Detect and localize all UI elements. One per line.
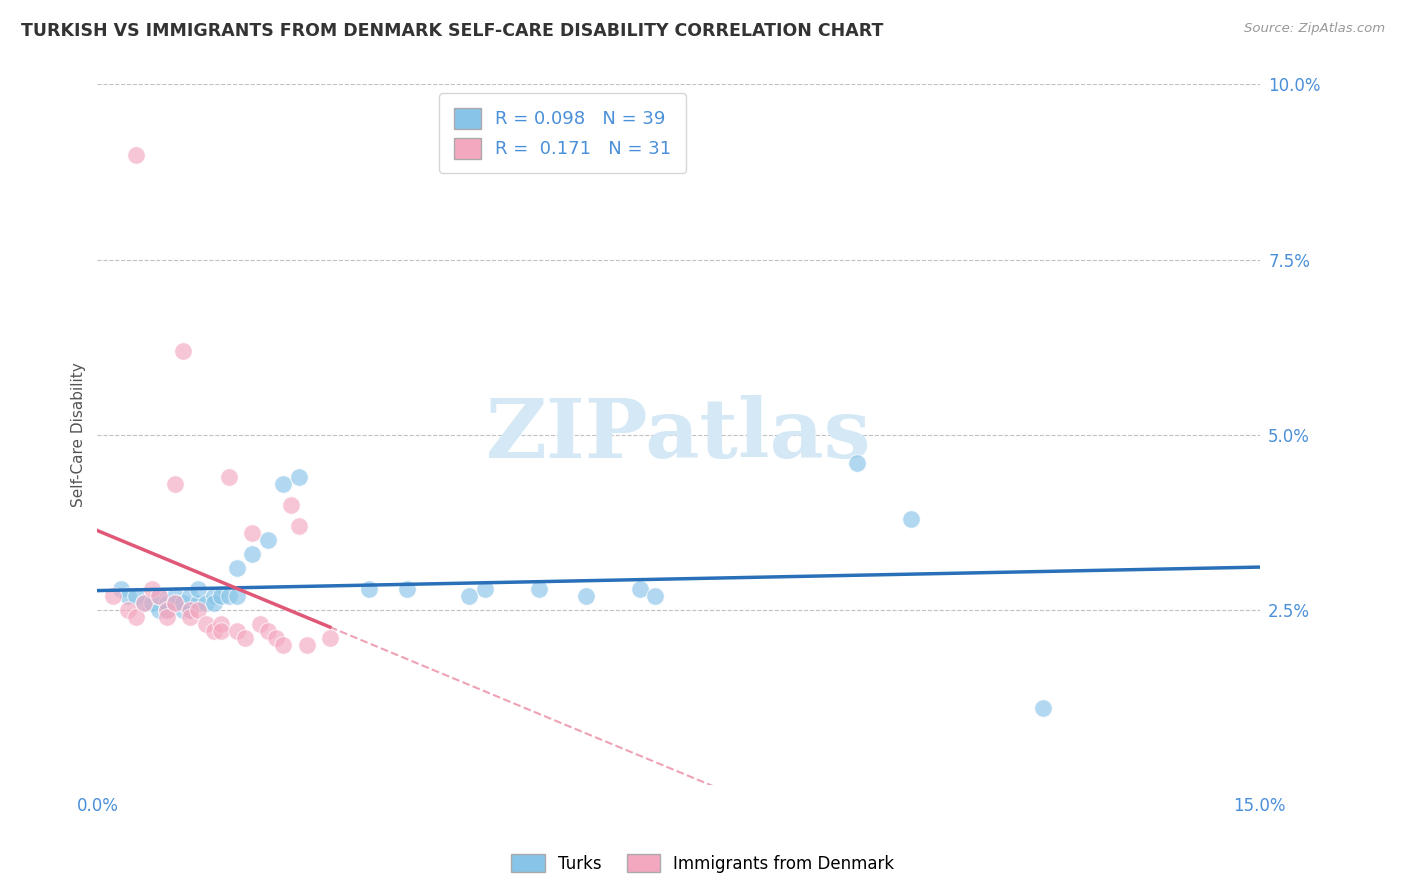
Point [240,547,263,561]
Point [249,617,271,632]
Point [148,589,170,603]
Point [141,582,163,597]
Y-axis label: Self-Care Disability: Self-Care Disability [72,362,86,508]
Point [202,589,225,603]
Point [194,596,217,610]
Legend: Turks, Immigrants from Denmark: Turks, Immigrants from Denmark [505,847,901,880]
Point [225,624,247,639]
Point [458,589,481,603]
Point [141,596,163,610]
Point [202,596,225,610]
Point [575,589,598,603]
Point [900,512,922,526]
Point [179,610,201,624]
Point [357,582,380,597]
Point [101,589,124,603]
Point [132,596,155,610]
Point [179,603,201,617]
Point [194,617,217,632]
Legend: R = 0.098   N = 39, R =  0.171   N = 31: R = 0.098 N = 39, R = 0.171 N = 31 [439,94,686,173]
Point [125,589,148,603]
Point [218,589,240,603]
Point [132,596,155,610]
Point [179,603,201,617]
Text: TURKISH VS IMMIGRANTS FROM DENMARK SELF-CARE DISABILITY CORRELATION CHART: TURKISH VS IMMIGRANTS FROM DENMARK SELF-… [21,22,883,40]
Point [644,589,666,603]
Point [125,610,148,624]
Point [845,456,868,470]
Point [209,617,232,632]
Point [172,603,194,617]
Point [273,477,295,491]
Point [187,582,209,597]
Point [628,582,651,597]
Point [288,519,311,533]
Point [163,596,186,610]
Point [148,603,170,617]
Point [156,610,179,624]
Point [163,596,186,610]
Point [264,632,287,646]
Point [218,470,240,484]
Point [110,582,132,597]
Point [209,624,232,639]
Point [125,147,148,161]
Point [117,589,139,603]
Point [225,561,247,575]
Point [156,596,179,610]
Point [179,589,201,603]
Point [209,589,232,603]
Point [1032,701,1054,715]
Point [163,477,186,491]
Text: ZIPatlas: ZIPatlas [486,395,872,475]
Point [156,603,179,617]
Point [295,638,318,652]
Point [202,624,225,639]
Point [172,343,194,358]
Point [148,589,170,603]
Point [240,526,263,541]
Point [117,603,139,617]
Point [474,582,496,597]
Text: Source: ZipAtlas.com: Source: ZipAtlas.com [1244,22,1385,36]
Point [527,582,550,597]
Point [396,582,419,597]
Point [319,632,342,646]
Point [225,589,247,603]
Point [288,470,311,484]
Point [257,533,280,547]
Point [187,603,209,617]
Point [273,638,295,652]
Point [187,596,209,610]
Point [257,624,280,639]
Point [172,596,194,610]
Point [233,632,256,646]
Point [156,603,179,617]
Point [280,498,302,512]
Point [163,589,186,603]
